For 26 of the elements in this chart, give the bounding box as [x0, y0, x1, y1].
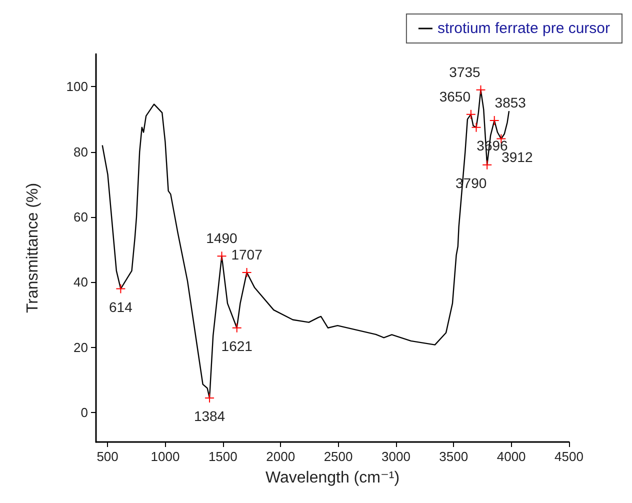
legend-label: strotium ferrate pre cursor — [437, 20, 610, 37]
x-tick-label: 2000 — [266, 449, 296, 464]
x-tick-label: 500 — [96, 449, 118, 464]
annotation: 1621 — [221, 338, 253, 354]
y-axis-title: Transmittance (%) — [24, 182, 42, 314]
annotation: 3735 — [449, 64, 481, 80]
annotation: 3650 — [439, 88, 471, 104]
annotation: 614 — [109, 298, 133, 315]
y-tick-label: 60 — [74, 210, 88, 225]
x-tick-label: 4500 — [554, 449, 584, 464]
y-tick-label: 80 — [74, 144, 88, 160]
y-tick-label: 20 — [74, 340, 88, 355]
annotation: 1384 — [194, 408, 226, 424]
y-tick-label: 40 — [74, 274, 88, 290]
annotation: 1707 — [231, 246, 263, 262]
x-tick-label: 3500 — [439, 449, 468, 464]
y-tick-label: 0 — [80, 405, 88, 420]
x-tick-label: 2500 — [324, 449, 353, 464]
x-axis-title: Wavelength (cm⁻¹) — [265, 470, 400, 486]
annotation: 3853 — [494, 94, 526, 111]
x-tick-label: 4000 — [496, 449, 526, 464]
x-tick-label: 1500 — [208, 449, 238, 464]
y-tick-label: 100 — [66, 79, 88, 94]
annotation: 1490 — [206, 230, 238, 246]
x-tick-label: 1000 — [150, 449, 180, 464]
x-tick-label: 3000 — [381, 449, 410, 464]
